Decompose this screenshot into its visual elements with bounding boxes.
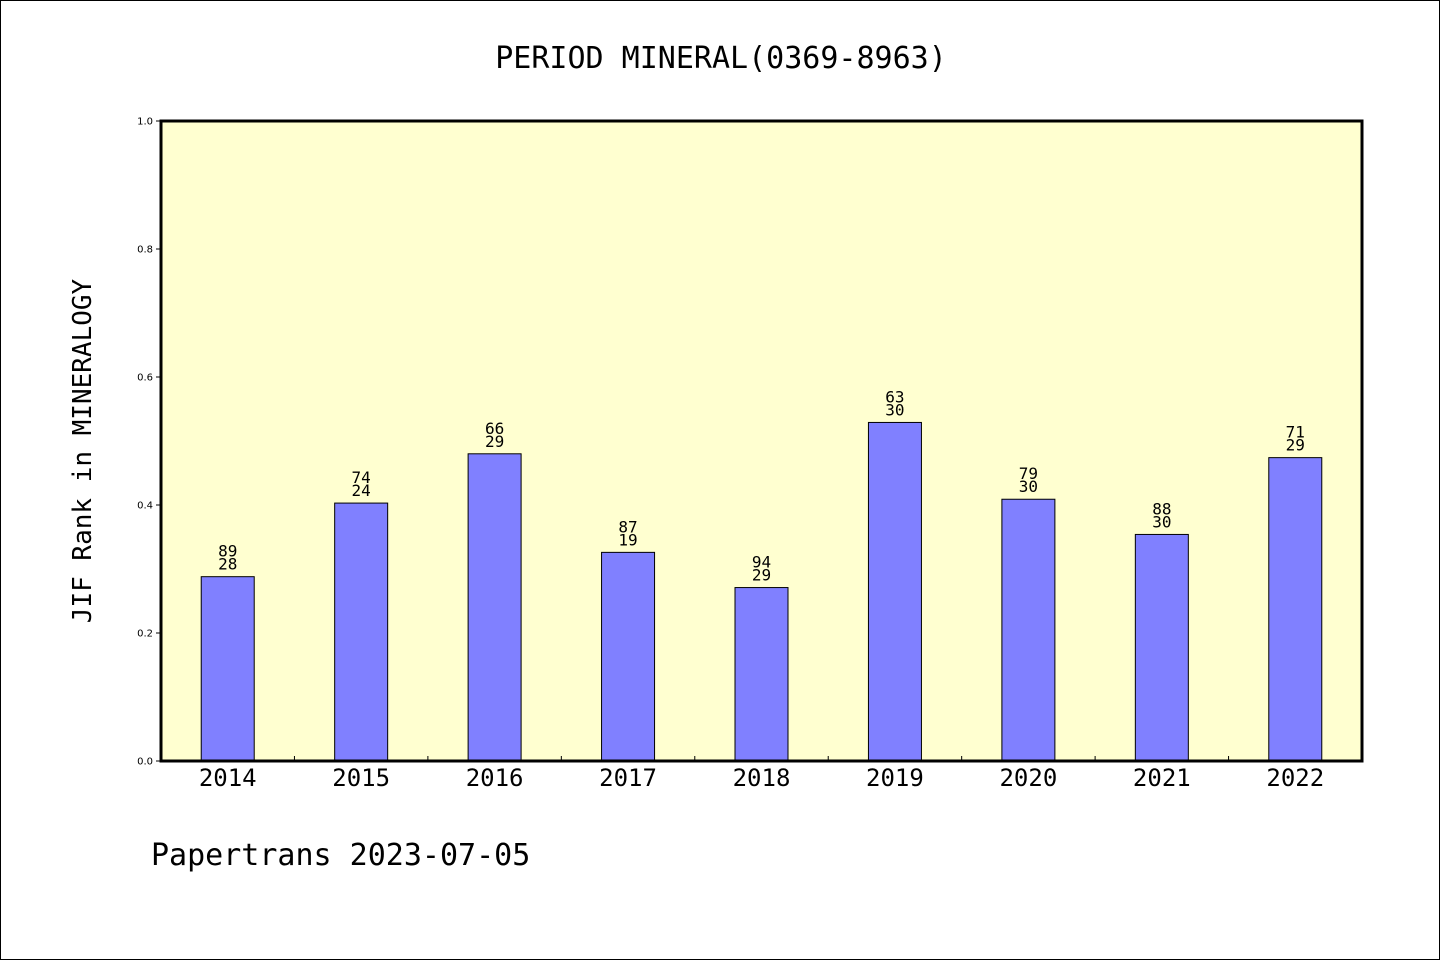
bar-label-top: 74 (352, 468, 371, 487)
bar-label-top: 88 (1152, 499, 1171, 518)
bar (467, 453, 522, 762)
bar-label-top: 94 (752, 553, 771, 572)
x-tick-label: 2022 (1266, 764, 1324, 792)
y-tick-label: 1.0 (137, 117, 153, 128)
x-axis-ticks: 2014 2015 2016 2017 2018 2019 2020 2021 2022 (199, 756, 1324, 792)
bar-label-top: 63 (885, 387, 904, 406)
bars (200, 421, 1323, 762)
bar-label-top: 71 (1286, 423, 1305, 442)
x-tick-label: 2019 (866, 764, 924, 792)
x-tick-label: 2018 (733, 764, 791, 792)
bar (334, 502, 389, 762)
footer-stamp: Papertrans 2023-07-05 (151, 838, 530, 873)
bar (1134, 533, 1189, 762)
bar (601, 551, 656, 762)
x-tick-label: 2016 (466, 764, 524, 792)
bar-label-top: 79 (1019, 464, 1038, 483)
y-tick-label: 0.0 (137, 757, 153, 768)
y-axis-ticks: 0.0 0.2 0.4 0.6 0.8 1.0 (137, 117, 161, 768)
bar-label-bottom: 30 (1152, 512, 1171, 531)
bar-label-bottom: 29 (485, 432, 504, 451)
y-tick-label: 0.2 (137, 629, 153, 640)
y-tick-label: 0.4 (137, 501, 153, 512)
bar-label-bottom: 29 (1286, 436, 1305, 455)
bar-label-bottom: 30 (885, 400, 904, 419)
x-tick-label: 2017 (599, 764, 657, 792)
bar (200, 576, 255, 762)
y-axis-label: JIF Rank in MINERALOGY (68, 278, 98, 623)
y-tick-label: 0.6 (137, 373, 153, 384)
x-tick-label: 2021 (1133, 764, 1191, 792)
bar-label-bottom: 24 (352, 481, 371, 500)
bar-label-bottom: 19 (618, 530, 637, 549)
x-tick-label: 2020 (999, 764, 1057, 792)
bar (1001, 498, 1056, 762)
bar-label-top: 66 (485, 419, 504, 438)
y-tick-label: 0.8 (137, 245, 153, 256)
bar (1268, 457, 1323, 762)
bar-label-bottom: 30 (1019, 477, 1038, 496)
x-tick-label: 2014 (199, 764, 257, 792)
bar (867, 421, 922, 762)
bar-label-bottom: 28 (218, 555, 237, 574)
chart-title: PERIOD MINERAL(0369-8963) (495, 41, 947, 76)
x-tick-label: 2015 (332, 764, 390, 792)
bar-label-top: 87 (618, 517, 637, 536)
bar-label-top: 89 (218, 542, 237, 561)
bar-label-bottom: 29 (752, 566, 771, 585)
bar (734, 587, 789, 762)
plot-border (159, 119, 1364, 763)
